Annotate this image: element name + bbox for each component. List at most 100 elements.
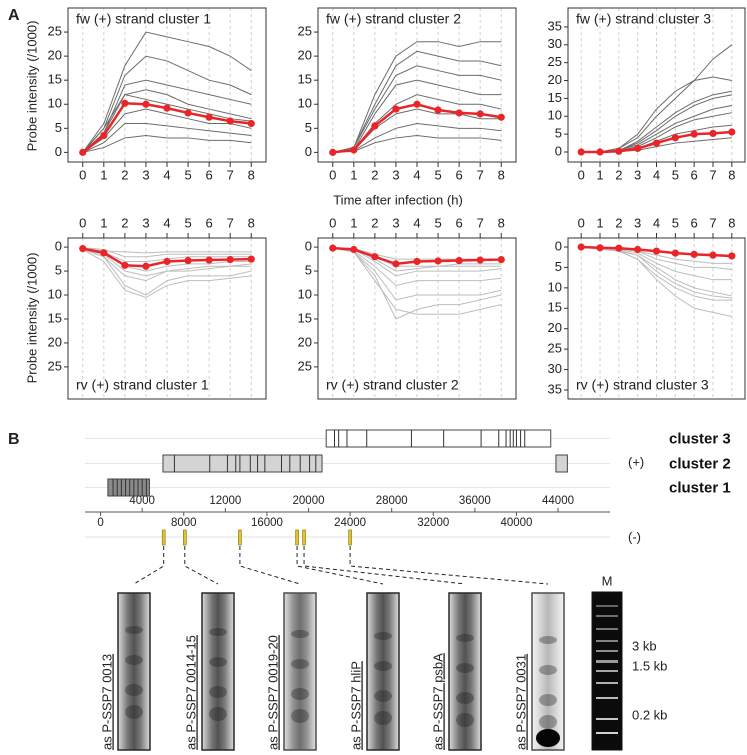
ladder-band bbox=[596, 670, 618, 672]
series-group bbox=[329, 41, 505, 156]
y-tick-label: 25 bbox=[548, 54, 562, 69]
x-tick-label: 3 bbox=[142, 167, 149, 182]
point bbox=[79, 148, 87, 156]
point bbox=[596, 148, 604, 156]
x-tick-label: 8 bbox=[728, 167, 735, 182]
x-tick-label: 7 bbox=[709, 215, 716, 230]
x-tick-label: 4 bbox=[413, 167, 420, 182]
y-tick-label: 5 bbox=[55, 263, 62, 278]
cluster-label: cluster 2 bbox=[669, 455, 731, 472]
x-tick-label: 1 bbox=[100, 167, 107, 182]
gene-marker bbox=[348, 529, 352, 546]
plot-frame bbox=[317, 7, 517, 163]
y-tick-label: 0 bbox=[55, 239, 62, 254]
blot-band bbox=[539, 636, 557, 644]
point bbox=[728, 252, 736, 260]
genome-tick-label: 44000 bbox=[542, 495, 574, 507]
series-line bbox=[82, 31, 252, 153]
x-tick-label: 8 bbox=[248, 215, 255, 230]
blot bbox=[283, 592, 317, 751]
point bbox=[371, 122, 379, 130]
series-group bbox=[79, 244, 255, 298]
gene-marker bbox=[295, 529, 299, 546]
y-tick-label: 10 bbox=[298, 96, 312, 111]
blot-label: as P-SSP7 0013 bbox=[99, 654, 114, 750]
cluster-range bbox=[162, 454, 323, 473]
point bbox=[121, 261, 129, 269]
y-tick-label: 20 bbox=[298, 48, 312, 63]
y-axis-label: Probe intensity (/1000) bbox=[24, 21, 39, 152]
blot-band bbox=[374, 690, 392, 702]
point bbox=[577, 148, 585, 156]
series-line bbox=[581, 246, 732, 301]
y-tick-label: 25 bbox=[298, 24, 312, 39]
blot bbox=[366, 592, 400, 751]
x-tick-label: 5 bbox=[672, 215, 679, 230]
series-line bbox=[332, 247, 502, 277]
x-tick-label: 1 bbox=[350, 167, 357, 182]
series-line bbox=[82, 94, 252, 153]
series-line bbox=[332, 135, 502, 153]
point bbox=[392, 105, 400, 113]
point bbox=[350, 245, 358, 254]
strand-label: (+) bbox=[628, 454, 644, 469]
marker-size: 0.2 kb bbox=[632, 707, 667, 722]
blot-band bbox=[456, 713, 474, 727]
x-tick-label: 0 bbox=[578, 215, 585, 230]
point bbox=[205, 113, 213, 121]
x-tick-label: 4 bbox=[413, 215, 420, 230]
blot-label: as P-SSP7 0019-20 bbox=[265, 635, 280, 750]
series-line bbox=[332, 248, 502, 315]
blot-band bbox=[539, 694, 557, 706]
genome-tick-label: 24000 bbox=[334, 517, 366, 529]
plot-frame bbox=[567, 7, 746, 163]
x-tick-label: 2 bbox=[121, 167, 128, 182]
x-tick-label: 7 bbox=[709, 167, 716, 182]
x-tick-label: 2 bbox=[121, 215, 128, 230]
blot-label: as P-SSP7 psbA bbox=[430, 653, 445, 750]
chart-title: rv (+) strand cluster 3 bbox=[576, 377, 709, 393]
blot-band bbox=[374, 711, 392, 725]
y-tick-label: 10 bbox=[48, 96, 62, 111]
blot-band bbox=[291, 659, 309, 669]
point bbox=[163, 257, 171, 266]
blot-label: as P-SSP7 hliP bbox=[348, 661, 363, 750]
point bbox=[497, 255, 505, 264]
point bbox=[100, 131, 108, 140]
point bbox=[205, 256, 213, 264]
y-tick-label: 15 bbox=[298, 310, 312, 325]
blot-band bbox=[125, 655, 143, 665]
point bbox=[652, 247, 661, 255]
point bbox=[329, 244, 337, 252]
series-line bbox=[82, 108, 252, 153]
y-tick-label: 15 bbox=[548, 90, 562, 105]
blot-band bbox=[456, 663, 474, 673]
genome-tick-label: 28000 bbox=[376, 495, 408, 507]
series-group bbox=[329, 244, 505, 320]
x-tick-label: 5 bbox=[434, 167, 441, 182]
genome-tick-label: 4000 bbox=[129, 495, 155, 507]
plot-frame bbox=[67, 7, 267, 163]
chart-title: fw (+) strand cluster 3 bbox=[576, 11, 711, 27]
cluster-label: cluster 3 bbox=[669, 430, 731, 447]
y-tick-label: 5 bbox=[555, 259, 562, 274]
y-tick-label: 35 bbox=[548, 18, 562, 33]
blot bbox=[201, 592, 235, 751]
x-tick-label: 4 bbox=[653, 167, 660, 182]
series-line bbox=[82, 123, 252, 153]
blot-band bbox=[209, 686, 227, 698]
series-line bbox=[82, 248, 252, 277]
series-line bbox=[82, 135, 252, 153]
y-tick-label: 0 bbox=[555, 143, 562, 158]
x-tick-label: 3 bbox=[392, 215, 399, 230]
series-line bbox=[332, 65, 502, 153]
y-tick-label: 10 bbox=[548, 279, 562, 294]
blot-band bbox=[291, 630, 309, 638]
x-tick-label: 5 bbox=[184, 167, 191, 182]
point bbox=[434, 257, 442, 265]
point bbox=[79, 244, 87, 253]
gene-marker bbox=[183, 529, 187, 546]
blot-spot bbox=[536, 729, 560, 747]
